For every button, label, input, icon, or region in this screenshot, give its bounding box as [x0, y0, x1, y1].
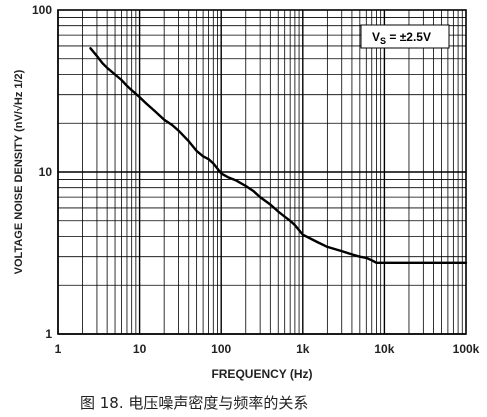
x-tick-label: 1k: [296, 342, 310, 356]
annotation-sub: S: [380, 36, 386, 46]
x-tick-label: 10: [133, 342, 147, 356]
x-tick-label: 100k: [453, 342, 480, 356]
x-axis-label: FREQUENCY (Hz): [211, 367, 312, 381]
series-group: [89, 47, 468, 264]
annotation-main: V: [372, 30, 380, 44]
x-tick-labels: 1 10 100 1k 10k 100k: [55, 342, 480, 356]
noise-density-chart: 1 10 100 1k 10k 100k 1 10 100 FREQUENCY (Hz) VO…: [13, 3, 480, 381]
x-tick-label: 100: [211, 342, 231, 356]
annotation-background: [360, 24, 450, 49]
plot-frame: [57, 9, 467, 335]
figure-caption: 图 18. 电压噪声密度与频率的关系: [80, 394, 309, 412]
y-tick-label: 1: [45, 327, 52, 341]
y-tick-labels: 1 10 100: [32, 3, 52, 341]
y-axis-label: VOLTAGE NOISE DENSITY (nV/√Hz 1/2): [13, 69, 25, 274]
x-tick-label: 1: [55, 342, 62, 356]
x-tick-label: 10k: [374, 342, 394, 356]
grid: [57, 10, 466, 335]
y-tick-label: 10: [39, 165, 53, 179]
plot-border: [57, 9, 467, 335]
annotation-text: VS = ±2.5V: [372, 30, 431, 46]
y-tick-label: 100: [32, 3, 52, 17]
noise-density-line: [89, 47, 468, 264]
annotation-rest: = ±2.5V: [386, 30, 431, 44]
vs-annotation-box: VS = ±2.5V: [360, 24, 450, 49]
